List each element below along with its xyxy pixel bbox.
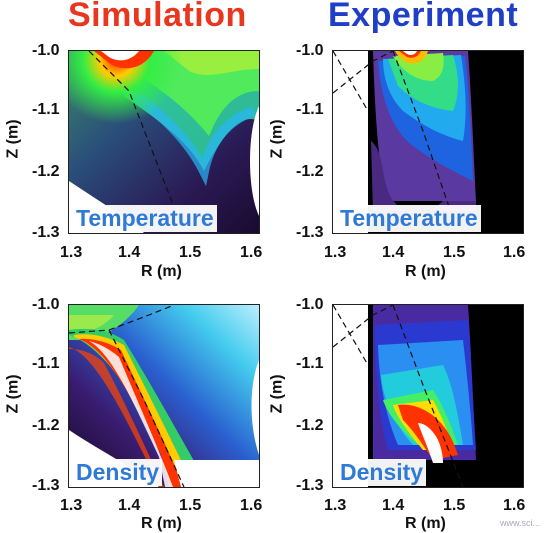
sim-temperature-label: Temperature — [73, 205, 217, 232]
y-tick: -1.1 — [296, 101, 324, 118]
sim-density-label: Density — [73, 459, 163, 486]
simulation-header: Simulation — [68, 0, 247, 34]
x-tick: 1.4 — [118, 244, 141, 261]
y-tick: -1.2 — [32, 417, 60, 434]
exp-density-plot: Density — [332, 304, 524, 488]
y-tick: -1.3 — [32, 477, 60, 494]
sim-density-map — [69, 305, 259, 487]
y-tick: -1.0 — [296, 296, 324, 313]
exp-temperature-label: Temperature — [337, 205, 481, 232]
x-tick: 1.5 — [179, 497, 202, 514]
exp-temperature-plot: Temperature — [332, 50, 524, 234]
y-axis-label: Z (m) — [4, 374, 22, 414]
y-tick: -1.0 — [32, 296, 60, 313]
exp-density-map — [333, 305, 523, 487]
y-tick: -1.3 — [296, 224, 324, 241]
y-tick: -1.2 — [296, 163, 324, 180]
x-axis-label: R (m) — [141, 263, 182, 280]
y-axis-label: Z (m) — [4, 119, 22, 159]
y-tick: -1.0 — [32, 42, 60, 59]
x-axis-label: R (m) — [405, 515, 446, 532]
exp-density-label: Density — [337, 459, 427, 486]
x-tick: 1.6 — [240, 244, 263, 261]
x-tick: 1.6 — [503, 244, 526, 261]
y-axis-label: Z (m) — [268, 119, 286, 159]
experiment-header: Experiment — [328, 0, 519, 34]
x-tick: 1.6 — [240, 497, 263, 514]
sim-temperature-plot: Temperature — [68, 50, 260, 234]
x-tick: 1.5 — [443, 244, 466, 261]
y-tick: -1.0 — [296, 42, 324, 59]
x-axis-label: R (m) — [141, 515, 182, 532]
y-tick: -1.1 — [32, 355, 60, 372]
x-tick: 1.6 — [503, 497, 526, 514]
y-tick: -1.2 — [296, 417, 324, 434]
y-tick: -1.1 — [32, 101, 60, 118]
x-tick: 1.5 — [179, 244, 202, 261]
x-tick: 1.3 — [60, 244, 83, 261]
x-tick: 1.3 — [60, 497, 83, 514]
x-tick: 1.4 — [382, 244, 405, 261]
watermark: www.sci... — [499, 518, 540, 528]
y-tick: -1.2 — [32, 163, 60, 180]
y-axis-label: Z (m) — [268, 374, 286, 414]
exp-temperature-map — [333, 51, 523, 233]
x-axis-label: R (m) — [405, 263, 446, 280]
x-tick: 1.4 — [118, 497, 141, 514]
x-tick: 1.3 — [324, 244, 347, 261]
sim-density-plot: Density — [68, 304, 260, 488]
y-tick: -1.3 — [32, 224, 60, 241]
x-tick: 1.3 — [324, 497, 347, 514]
x-tick: 1.4 — [382, 497, 405, 514]
x-tick: 1.5 — [443, 497, 466, 514]
y-tick: -1.1 — [296, 355, 324, 372]
y-tick: -1.3 — [296, 477, 324, 494]
